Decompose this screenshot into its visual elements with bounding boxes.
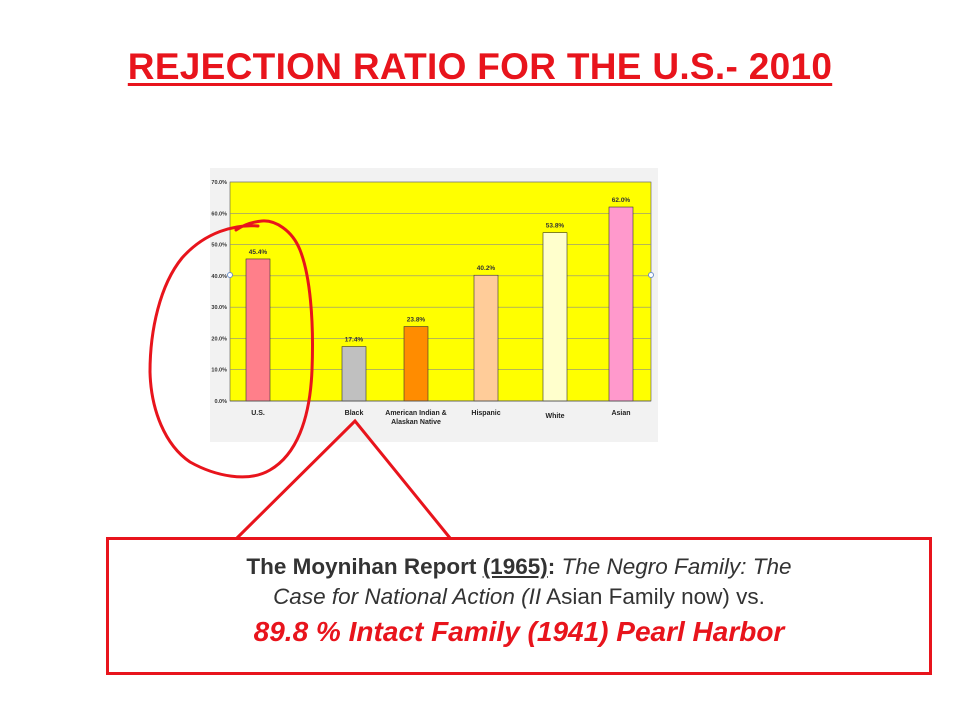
bar — [473, 274, 499, 402]
y-tick-label: 60.0% — [211, 211, 227, 217]
bar — [403, 326, 429, 402]
x-tick-label: American Indian & — [385, 410, 446, 417]
plot-area — [229, 181, 652, 402]
page-title: REJECTION RATIO FOR THE U.S.- 2010 — [127, 46, 833, 87]
x-tick-label: White — [545, 413, 564, 420]
x-tick-label: Asian — [611, 410, 630, 417]
x-tick-label: Alaskan Native — [391, 419, 441, 426]
report-colon: : — [547, 554, 556, 579]
y-tick-label: 70.0% — [211, 180, 227, 186]
report-subtitle: The Negro Family: The — [555, 554, 792, 579]
report-subtitle-cont: Case for National Action (II — [273, 584, 542, 609]
bar — [245, 258, 271, 402]
comparison-text: Asian Family now) vs. — [541, 584, 765, 609]
bar — [542, 232, 568, 402]
callout-line-2: Case for National Action (II Asian Famil… — [109, 582, 929, 612]
value-label: 45.4% — [249, 249, 268, 256]
report-name: The Moynihan Report — [246, 554, 477, 579]
value-label: 17.4% — [345, 337, 364, 344]
y-tick-label: 40.0% — [211, 274, 227, 280]
value-label: 62.0% — [612, 197, 631, 204]
callout-box: The Moynihan Report (1965): The Negro Fa… — [106, 537, 932, 675]
report-year: (1965) — [482, 554, 548, 579]
x-tick-label: U.S. — [251, 410, 265, 417]
value-label: 23.8% — [407, 317, 426, 324]
bar — [341, 346, 367, 402]
y-tick-label: 50.0% — [211, 243, 227, 249]
selection-handle-right — [648, 272, 654, 278]
callout-line-1: The Moynihan Report (1965): The Negro Fa… — [109, 552, 929, 582]
y-tick-label: 20.0% — [211, 336, 227, 342]
y-tick-label: 0.0% — [214, 399, 227, 405]
x-tick-label: Hispanic — [471, 410, 500, 417]
selection-handle-left — [227, 272, 233, 278]
value-label: 40.2% — [477, 265, 496, 272]
value-label: 53.8% — [546, 223, 565, 230]
bar — [608, 206, 634, 402]
y-tick-label: 30.0% — [211, 305, 227, 311]
callout-highlight: 89.8 % Intact Family (1941) Pearl Harbor — [253, 616, 785, 647]
y-tick-label: 10.0% — [211, 368, 227, 374]
x-tick-label: Black — [345, 410, 364, 417]
